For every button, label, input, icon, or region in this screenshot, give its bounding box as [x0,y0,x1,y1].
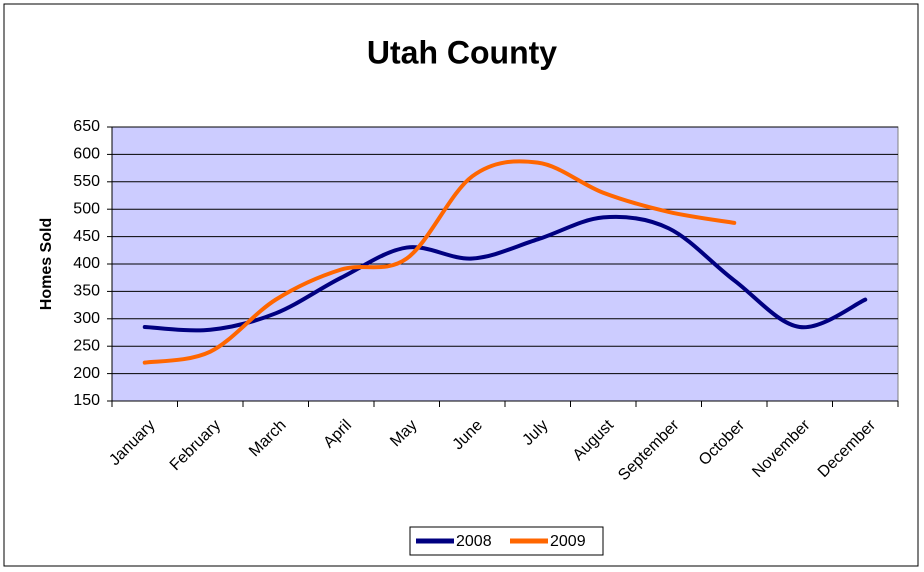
y-tick-label: 250 [73,337,100,354]
y-tick-label: 450 [73,228,100,245]
y-tick-label: 300 [73,310,100,327]
legend-label: 2008 [456,533,492,550]
y-tick-label: 200 [73,365,100,382]
chart-title: Utah County [367,34,557,70]
y-tick-label: 650 [73,118,100,135]
y-axis-label: Homes Sold [38,218,55,310]
y-tick-label: 350 [73,283,100,300]
y-tick-label: 600 [73,146,100,163]
series-line [142,214,868,333]
legend-label: 2009 [550,533,586,550]
y-tick-label: 400 [73,255,100,272]
y-tick-label: 500 [73,200,100,217]
series-line [142,159,737,365]
y-tick-label: 550 [73,173,100,190]
y-tick-label: 150 [73,392,100,409]
